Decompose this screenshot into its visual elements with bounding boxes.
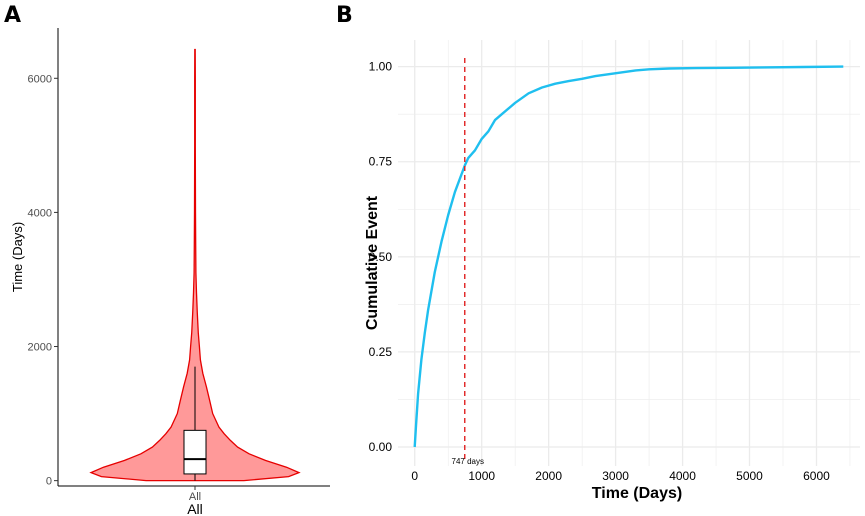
y-tick-label: 6000 bbox=[28, 73, 52, 85]
x-tick-label: 3000 bbox=[602, 469, 629, 483]
y-axis-title: Time (Days) bbox=[10, 222, 25, 292]
y-tick-label: 0.75 bbox=[369, 155, 393, 169]
y-tick-label: 2000 bbox=[28, 342, 52, 354]
y-tick-label: 1.00 bbox=[369, 60, 393, 74]
x-tick-label: All bbox=[189, 491, 201, 503]
y-tick-label: 0 bbox=[46, 476, 52, 488]
y-tick-label: 0.50 bbox=[369, 250, 393, 264]
panel-a-label: A bbox=[4, 3, 21, 28]
x-tick-label: 5000 bbox=[736, 469, 763, 483]
cumulative-event-line bbox=[413, 65, 844, 448]
y-axis-title: Cumulative Event bbox=[364, 195, 381, 330]
panel-b-label: B bbox=[336, 3, 353, 28]
cumulative-event-plot: 0 1000 2000 3000 4000 5000 6000 0.00 0.25 0.50 0.7… bbox=[364, 40, 860, 502]
x-tick-label: 0 bbox=[411, 469, 418, 483]
violin-shape bbox=[89, 48, 301, 482]
x-tick-label: 2000 bbox=[535, 469, 562, 483]
box-iqr bbox=[183, 429, 207, 475]
x-tick-label: 4000 bbox=[669, 469, 696, 483]
median-annotation: 747 days bbox=[452, 457, 484, 466]
y-tick-label: 4000 bbox=[28, 207, 52, 219]
y-tick-label: 0.25 bbox=[369, 345, 393, 359]
x-axis-title: All bbox=[187, 501, 203, 516]
y-tick-label: 0.00 bbox=[369, 440, 393, 454]
x-tick-label: 6000 bbox=[803, 469, 830, 483]
x-axis-title: Time (Days) bbox=[592, 485, 682, 502]
x-tick-label: 1000 bbox=[468, 469, 495, 483]
